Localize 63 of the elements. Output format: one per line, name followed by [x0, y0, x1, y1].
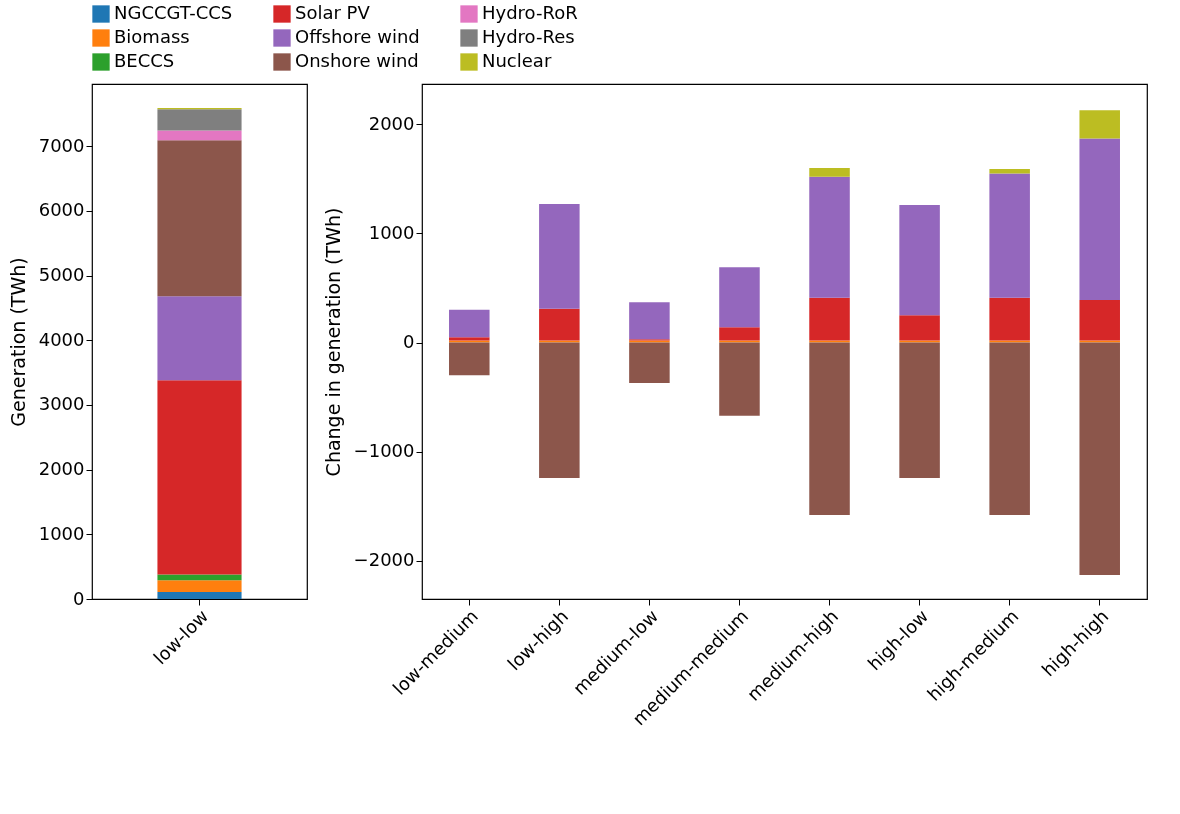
bar [157, 296, 242, 381]
bar [809, 297, 850, 341]
bar [157, 380, 242, 575]
bar [157, 109, 242, 131]
y-tick-label: 7000 [38, 134, 85, 156]
y-tick-label: 1000 [368, 221, 415, 243]
legend-label: NGCCGT-CCS [114, 2, 233, 23]
legend-label: Biomass [114, 26, 190, 47]
bar [539, 308, 580, 341]
bar [809, 340, 850, 343]
y-axis-title: Change in generation (TWh) [321, 207, 344, 477]
bar [1079, 340, 1120, 343]
bar [899, 205, 940, 316]
y-tick-label: 2000 [38, 458, 85, 480]
bar [899, 340, 940, 343]
bar [1079, 300, 1120, 341]
bar [899, 315, 940, 341]
bar [629, 342, 670, 383]
y-tick-label: 6000 [38, 199, 85, 221]
y-tick-label: 3000 [38, 393, 85, 415]
legend-label: Hydro-Res [482, 26, 575, 47]
bar [1079, 138, 1120, 301]
bar [989, 340, 1030, 343]
bar [449, 309, 490, 338]
bar [539, 204, 580, 309]
legend-label: Nuclear [482, 50, 552, 71]
bar [719, 342, 760, 416]
bar [899, 342, 940, 478]
y-tick-label: 1000 [38, 522, 85, 544]
legend-label: Hydro-RoR [482, 2, 578, 23]
bar [989, 342, 1030, 515]
bar [719, 340, 760, 343]
y-tick-label: 5000 [38, 264, 85, 286]
bar [809, 168, 850, 177]
bar [989, 173, 1030, 298]
bar [157, 574, 242, 581]
y-tick-label: 0 [73, 587, 85, 609]
bar [449, 342, 490, 376]
legend-label: BECCS [114, 50, 175, 71]
bar [629, 302, 670, 340]
bar [539, 342, 580, 478]
legend-label: Offshore wind [295, 26, 420, 47]
bar [157, 591, 242, 599]
bar [157, 140, 242, 297]
bar [1079, 342, 1120, 575]
bar [157, 130, 242, 141]
bar [719, 327, 760, 341]
y-tick-label: 4000 [38, 328, 85, 350]
bar [539, 340, 580, 343]
y-tick-label: −1000 [353, 440, 415, 462]
y-axis-title: Generation (TWh) [6, 257, 29, 427]
bar [719, 267, 760, 328]
y-tick-label: −2000 [353, 549, 415, 571]
legend-label: Solar PV [295, 2, 371, 23]
y-tick-label: 2000 [368, 112, 415, 134]
legend-label: Onshore wind [295, 50, 419, 71]
y-tick-label: 0 [403, 331, 415, 353]
bar [809, 342, 850, 515]
bar [809, 176, 850, 298]
bar [989, 297, 1030, 341]
bar [989, 169, 1030, 174]
bar [1079, 110, 1120, 139]
bar [157, 580, 242, 592]
